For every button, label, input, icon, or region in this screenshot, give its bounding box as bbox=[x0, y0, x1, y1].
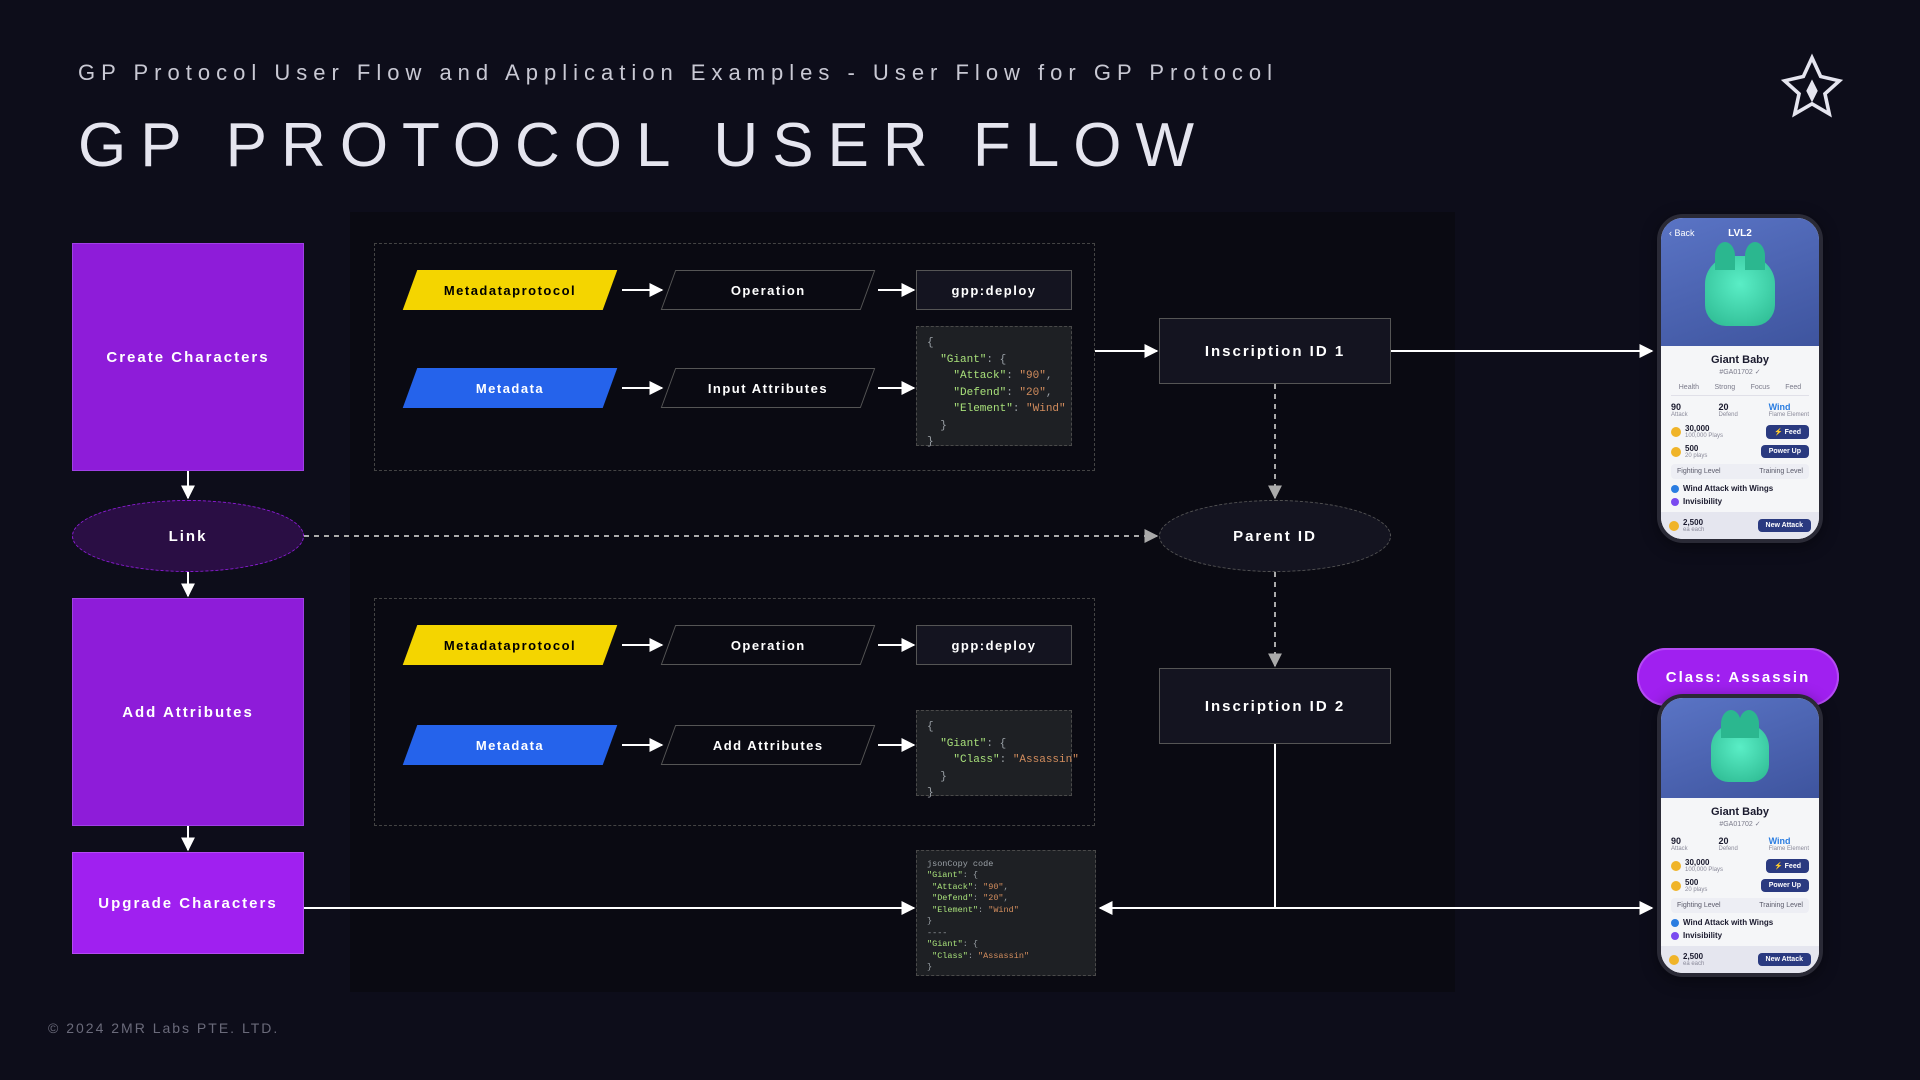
phone-char-id: #GA01702 ✓ bbox=[1671, 368, 1809, 376]
phone-mock-2: Giant Baby #GA01702 ✓ 90Attack 20Defend … bbox=[1657, 694, 1823, 977]
phone-back-label: ‹ Back bbox=[1669, 228, 1695, 238]
phone-powerup-row: 50020 plays Power Up bbox=[1671, 444, 1809, 459]
phone-char-name: Giant Baby bbox=[1671, 806, 1809, 818]
feed-button[interactable]: ⚡ Feed bbox=[1766, 859, 1809, 873]
phone-character-icon bbox=[1705, 256, 1775, 326]
phone-char-id: #GA01702 ✓ bbox=[1671, 820, 1809, 828]
phone-feed-row: 30,000100,000 Plays ⚡ Feed bbox=[1671, 424, 1809, 439]
phone-levels: Fighting LevelTraining Level bbox=[1671, 464, 1809, 479]
phone-bottom-bar: 2,500ea each New Attack bbox=[1661, 946, 1819, 973]
invisibility-icon bbox=[1671, 498, 1679, 506]
gpp-deploy-1: gpp:deploy bbox=[916, 270, 1072, 310]
skill-invisibility: Invisibility bbox=[1671, 931, 1809, 940]
coin-icon bbox=[1669, 955, 1679, 965]
coin-icon bbox=[1671, 427, 1681, 437]
add-attributes-box: Add Attributes bbox=[72, 598, 304, 826]
phone-character-icon bbox=[1711, 724, 1769, 782]
inscription-id-1: Inscription ID 1 bbox=[1159, 318, 1391, 384]
powerup-button[interactable]: Power Up bbox=[1761, 879, 1809, 892]
phone-char-name: Giant Baby bbox=[1671, 354, 1809, 366]
input-attributes: Input Attributes bbox=[661, 368, 876, 408]
coin-icon bbox=[1669, 521, 1679, 531]
operation-2: Operation bbox=[661, 625, 876, 665]
inscription-id-2: Inscription ID 2 bbox=[1159, 668, 1391, 744]
new-attack-button[interactable]: New Attack bbox=[1758, 519, 1811, 532]
phone-stats: 90Attack 20Defend WindFlame Element bbox=[1671, 836, 1809, 852]
merged-code-block: jsonCopy code"Giant": { "Attack": "90", … bbox=[916, 850, 1096, 976]
skill-invisibility: Invisibility bbox=[1671, 497, 1809, 506]
metadata-2: Metadata bbox=[403, 725, 618, 765]
metadata-1: Metadata bbox=[403, 368, 618, 408]
phone-levels: Fighting LevelTraining Level bbox=[1671, 898, 1809, 913]
new-attack-button[interactable]: New Attack bbox=[1758, 953, 1811, 966]
coin-icon bbox=[1671, 447, 1681, 457]
phone-level: LVL2 bbox=[1728, 228, 1752, 239]
powerup-button[interactable]: Power Up bbox=[1761, 445, 1809, 458]
upgrade-characters-box: Upgrade Characters bbox=[72, 852, 304, 954]
wind-icon bbox=[1671, 485, 1679, 493]
skill-wind: Wind Attack with Wings bbox=[1671, 484, 1809, 493]
phone-mock-1: ‹ Back LVL2 Giant Baby #GA01702 ✓ Health… bbox=[1657, 214, 1823, 543]
phone-powerup-row: 50020 plays Power Up bbox=[1671, 878, 1809, 893]
add-attributes-op: Add Attributes bbox=[661, 725, 876, 765]
gpp-deploy-2: gpp:deploy bbox=[916, 625, 1072, 665]
invisibility-icon bbox=[1671, 932, 1679, 940]
feed-button[interactable]: ⚡ Feed bbox=[1766, 425, 1809, 439]
coin-icon bbox=[1671, 881, 1681, 891]
footer-copyright: © 2024 2MR Labs PTE. LTD. bbox=[48, 1020, 279, 1036]
operation-1: Operation bbox=[661, 270, 876, 310]
link-ellipse: Link bbox=[72, 500, 304, 572]
coin-icon bbox=[1671, 861, 1681, 871]
skill-wind: Wind Attack with Wings bbox=[1671, 918, 1809, 927]
parent-id-ellipse: Parent ID bbox=[1159, 500, 1391, 572]
phone-feed-row: 30,000100,000 Plays ⚡ Feed bbox=[1671, 858, 1809, 873]
wind-icon bbox=[1671, 919, 1679, 927]
phone-bottom-bar: 2,500ea each New Attack bbox=[1661, 512, 1819, 539]
metaprotocol-2: Metadataprotocol bbox=[403, 625, 618, 665]
create-characters-box: Create Characters bbox=[72, 243, 304, 471]
code-block-1: { "Giant": { "Attack": "90", "Defend": "… bbox=[916, 326, 1072, 446]
phone-tabs: HealthStrongFocusFeed bbox=[1671, 384, 1809, 396]
phone-stats: 90Attack 20Defend WindFlame Element bbox=[1671, 402, 1809, 418]
metaprotocol-1: Metadataprotocol bbox=[403, 270, 618, 310]
code-block-2: { "Giant": { "Class": "Assassin" }} bbox=[916, 710, 1072, 796]
